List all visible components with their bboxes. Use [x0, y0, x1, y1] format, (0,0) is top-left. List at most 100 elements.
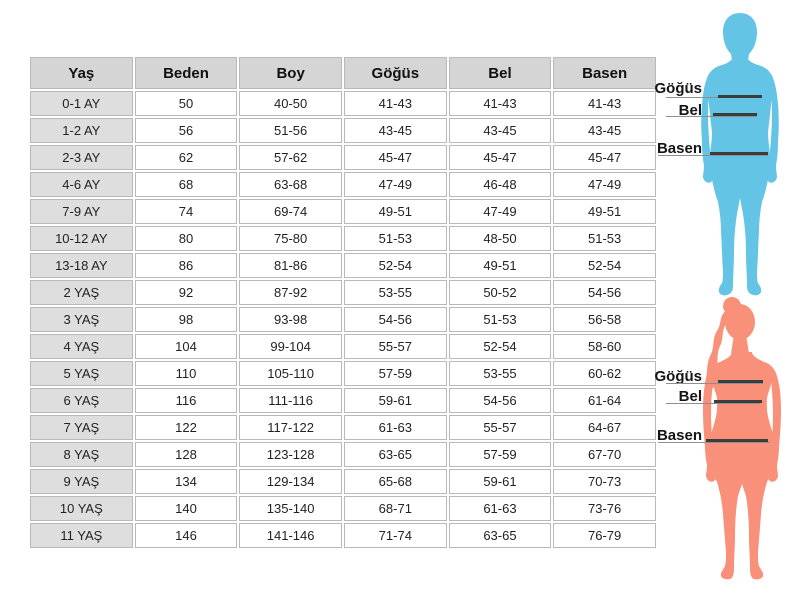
table-row: 5 YAŞ 110 105-110 57-59 53-55 60-62	[30, 361, 656, 386]
value-cell: 48-50	[448, 226, 552, 251]
woman-chest-label: Göğüs	[654, 368, 703, 385]
child-chest-measure-bar	[718, 95, 762, 98]
value-cell: 104	[134, 334, 238, 359]
age-cell: 7-9 AY	[30, 199, 133, 224]
table-row: 0-1 AY 50 40-50 41-43 41-43 41-43	[30, 91, 656, 116]
age-cell: 11 YAŞ	[30, 523, 133, 548]
woman-hips-label: Basen	[656, 427, 702, 444]
col-header-yas: Yaş	[30, 57, 133, 89]
age-cell: 13-18 AY	[30, 253, 133, 278]
age-cell: 3 YAŞ	[30, 307, 133, 332]
value-cell: 76-79	[553, 523, 656, 548]
value-cell: 111-116	[239, 388, 342, 413]
value-cell: 59-61	[343, 388, 447, 413]
value-cell: 64-67	[553, 415, 656, 440]
child-chest-line	[666, 97, 762, 98]
age-cell: 5 YAŞ	[30, 361, 133, 386]
value-cell: 51-53	[553, 226, 656, 251]
value-cell: 52-54	[448, 334, 552, 359]
value-cell: 61-64	[553, 388, 656, 413]
value-cell: 54-56	[553, 280, 656, 305]
age-cell: 4-6 AY	[30, 172, 133, 197]
woman-waist-line	[666, 403, 760, 404]
value-cell: 146	[134, 523, 238, 548]
woman-head	[725, 304, 755, 340]
value-cell: 74	[134, 199, 238, 224]
value-cell: 58-60	[553, 334, 656, 359]
value-cell: 122	[134, 415, 238, 440]
value-cell: 49-51	[553, 199, 656, 224]
value-cell: 50-52	[448, 280, 552, 305]
value-cell: 53-55	[448, 361, 552, 386]
age-cell: 2 YAŞ	[30, 280, 133, 305]
table-row: 9 YAŞ 134 129-134 65-68 59-61 70-73	[30, 469, 656, 494]
value-cell: 51-56	[239, 118, 342, 143]
value-cell: 92	[134, 280, 238, 305]
value-cell: 47-49	[553, 172, 656, 197]
value-cell: 98	[134, 307, 238, 332]
value-cell: 51-53	[448, 307, 552, 332]
value-cell: 80	[134, 226, 238, 251]
table-row: 7-9 AY 74 69-74 49-51 47-49 49-51	[30, 199, 656, 224]
col-header-beden: Beden	[134, 57, 238, 89]
value-cell: 56-58	[553, 307, 656, 332]
value-cell: 45-47	[553, 145, 656, 170]
value-cell: 75-80	[239, 226, 342, 251]
value-cell: 52-54	[553, 253, 656, 278]
table-row: 2-3 AY 62 57-62 45-47 45-47 45-47	[30, 145, 656, 170]
woman-waist-label: Bel	[678, 388, 702, 405]
value-cell: 47-49	[343, 172, 447, 197]
value-cell: 43-45	[448, 118, 552, 143]
age-cell: 8 YAŞ	[30, 442, 133, 467]
value-cell: 68	[134, 172, 238, 197]
value-cell: 57-59	[448, 442, 552, 467]
value-cell: 57-62	[239, 145, 342, 170]
value-cell: 41-43	[553, 91, 656, 116]
value-cell: 41-43	[448, 91, 552, 116]
value-cell: 45-47	[343, 145, 447, 170]
woman-chest-measure-bar	[718, 380, 763, 383]
value-cell: 43-45	[553, 118, 656, 143]
woman-hips-measure-bar	[706, 439, 768, 442]
value-cell: 57-59	[343, 361, 447, 386]
child-body	[707, 56, 773, 296]
col-header-basen: Basen	[553, 57, 656, 89]
value-cell: 54-56	[343, 307, 447, 332]
table-row: 7 YAŞ 122 117-122 61-63 55-57 64-67	[30, 415, 656, 440]
table-row: 11 YAŞ 146 141-146 71-74 63-65 76-79	[30, 523, 656, 548]
value-cell: 123-128	[239, 442, 342, 467]
header-row: Yaş Beden Boy Göğüs Bel Basen	[30, 57, 656, 89]
age-cell: 9 YAŞ	[30, 469, 133, 494]
size-table: Yaş Beden Boy Göğüs Bel Basen 0-1 AY 50 40…	[28, 55, 658, 550]
value-cell: 135-140	[239, 496, 342, 521]
table-row: 10 YAŞ 140 135-140 68-71 61-63 73-76	[30, 496, 656, 521]
age-cell: 0-1 AY	[30, 91, 133, 116]
child-left-arm	[701, 65, 722, 183]
value-cell: 116	[134, 388, 238, 413]
value-cell: 61-63	[448, 496, 552, 521]
col-header-gogus: Göğüs	[343, 57, 447, 89]
age-cell: 6 YAŞ	[30, 388, 133, 413]
value-cell: 59-61	[448, 469, 552, 494]
value-cell: 117-122	[239, 415, 342, 440]
table-row: 1-2 AY 56 51-56 43-45 43-45 43-45	[30, 118, 656, 143]
value-cell: 61-63	[343, 415, 447, 440]
value-cell: 47-49	[448, 199, 552, 224]
value-cell: 105-110	[239, 361, 342, 386]
value-cell: 71-74	[343, 523, 447, 548]
value-cell: 45-47	[448, 145, 552, 170]
table-row: 4-6 AY 68 63-68 47-49 46-48 47-49	[30, 172, 656, 197]
value-cell: 86	[134, 253, 238, 278]
value-cell: 141-146	[239, 523, 342, 548]
value-cell: 52-54	[343, 253, 447, 278]
value-cell: 56	[134, 118, 238, 143]
value-cell: 73-76	[553, 496, 656, 521]
value-cell: 63-68	[239, 172, 342, 197]
value-cell: 49-51	[343, 199, 447, 224]
value-cell: 67-70	[553, 442, 656, 467]
value-cell: 46-48	[448, 172, 552, 197]
table-row: 8 YAŞ 128 123-128 63-65 57-59 67-70	[30, 442, 656, 467]
value-cell: 49-51	[448, 253, 552, 278]
value-cell: 129-134	[239, 469, 342, 494]
value-cell: 62	[134, 145, 238, 170]
